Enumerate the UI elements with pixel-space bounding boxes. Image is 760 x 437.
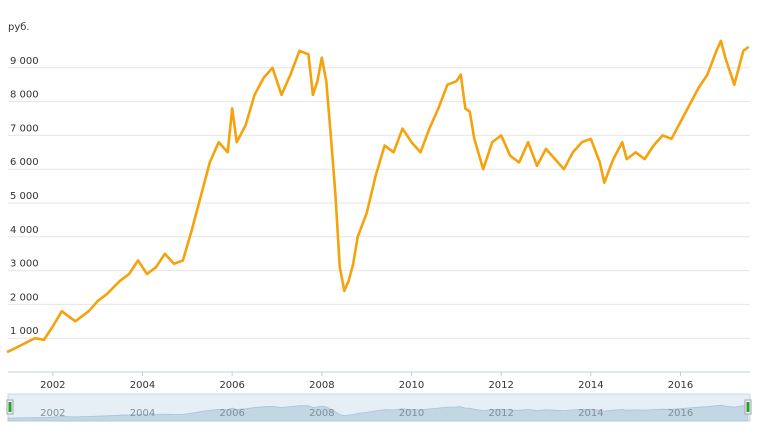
y-tick-label-7000: 7 000 — [10, 123, 39, 134]
navigator[interactable]: 2002 2004 2006 2008 2010 2012 2014 2016 — [6, 393, 752, 422]
navigator-label-2002: 2002 — [40, 408, 65, 419]
y-tick-label-1000: 1 000 — [10, 326, 39, 337]
x-tick-label-2012: 2012 — [488, 380, 513, 391]
navigator-handle-left-grip — [8, 402, 12, 412]
navigator-handle-right-grip — [746, 402, 750, 412]
y-tick-label-2000: 2 000 — [10, 292, 39, 303]
y-tick-label-6000: 6 000 — [10, 157, 39, 168]
navigator-area — [7, 404, 749, 422]
y-tick-label-3000: 3 000 — [10, 259, 39, 270]
x-tick-label-2006: 2006 — [219, 380, 244, 391]
navigator-label-2006: 2006 — [219, 408, 244, 419]
x-tick-label-2014: 2014 — [578, 380, 603, 391]
navigator-label-2004: 2004 — [130, 408, 155, 419]
y-tick-label-9000: 9 000 — [10, 56, 39, 67]
navigator-labels: 2002 2004 2006 2008 2010 2012 2014 2016 — [40, 408, 693, 419]
x-tick-label-2008: 2008 — [309, 380, 334, 391]
y-tick-label-4000: 4 000 — [10, 225, 39, 236]
navigator-label-2010: 2010 — [399, 408, 424, 419]
navigator-label-2014: 2014 — [578, 408, 603, 419]
x-tick-label-2016: 2016 — [668, 380, 693, 391]
x-tick-label-2004: 2004 — [130, 380, 155, 391]
x-tick-label-2010: 2010 — [399, 380, 424, 391]
y-tick-label-8000: 8 000 — [10, 90, 39, 101]
x-tick-label-2002: 2002 — [40, 380, 65, 391]
navigator-label-2012: 2012 — [488, 408, 513, 419]
series-line — [6, 39, 750, 353]
y-axis-unit-label: руб. — [8, 22, 30, 33]
navigator-label-2008: 2008 — [309, 408, 334, 419]
grid-lines — [8, 67, 750, 339]
y-tick-label-5000: 5 000 — [10, 191, 39, 202]
navigator-label-2016: 2016 — [668, 408, 693, 419]
y-tick-labels: 1 000 2 000 3 000 4 000 5 000 6 000 7 000 8 000… — [10, 56, 39, 337]
x-tick-labels: 2002 2004 2006 2008 2010 2012 2014 2016 — [40, 372, 693, 391]
